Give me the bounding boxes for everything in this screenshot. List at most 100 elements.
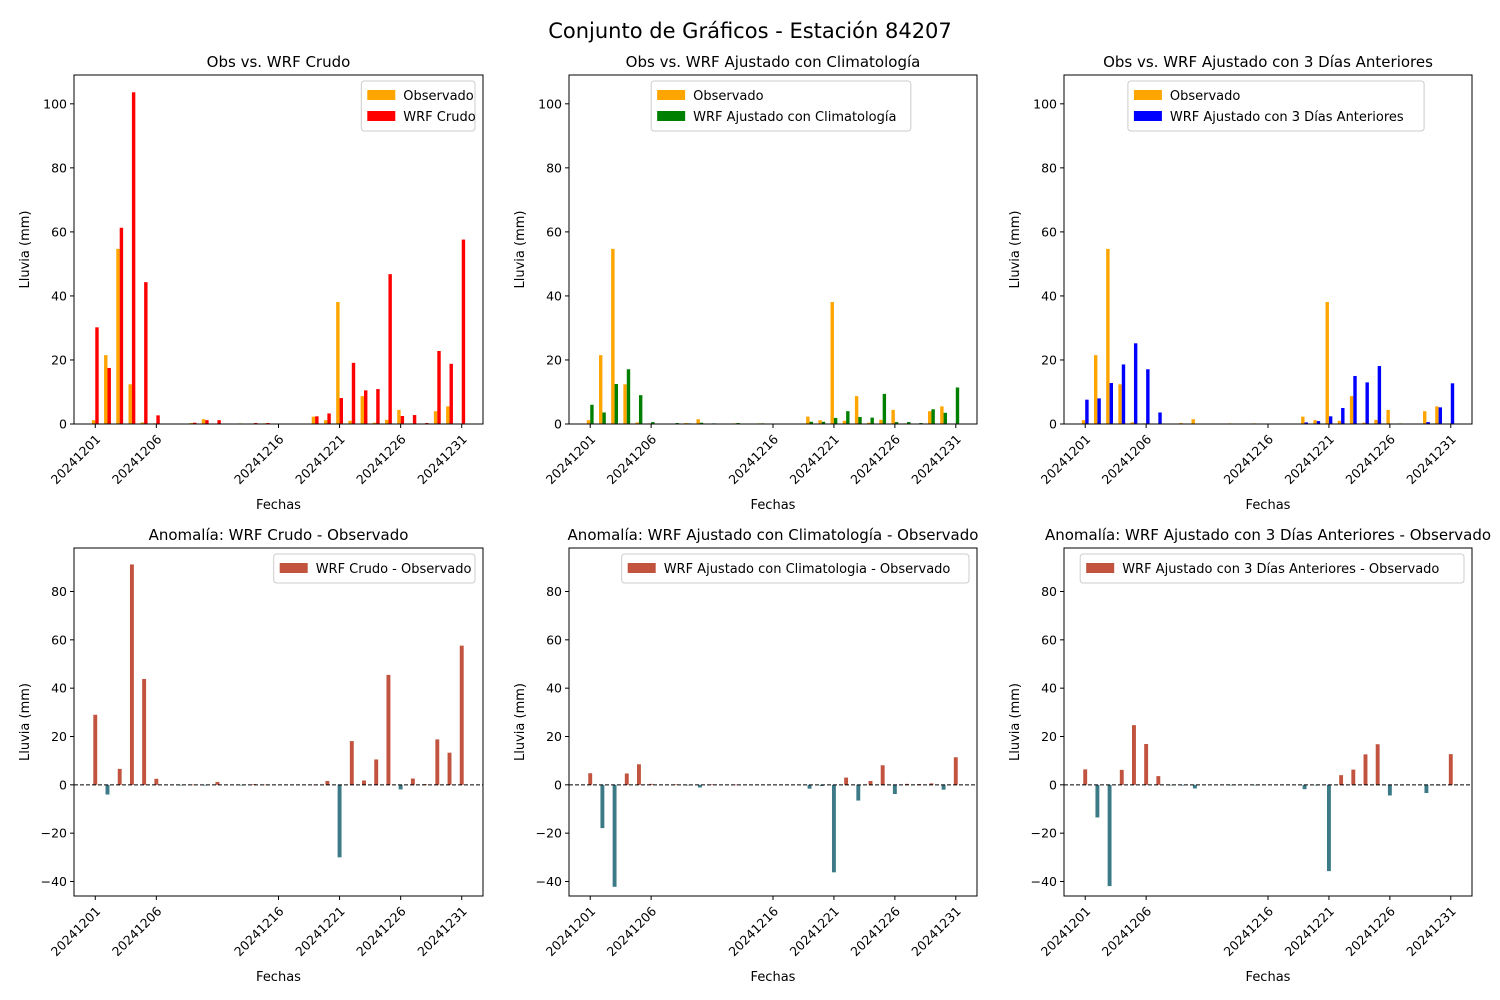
chart-5-ytick-label: 40 (546, 681, 562, 696)
chart-6-legend-swatch (1086, 563, 1115, 573)
chart-5-xtick-label: 20241231 (908, 904, 964, 960)
chart-2-legend-label: WRF Ajustado con Climatología (693, 110, 896, 125)
chart-6-anomaly-bar (1302, 784, 1307, 790)
chart-4-xtick-label: 20241201 (48, 904, 104, 960)
chart-4-anomaly-bar (447, 752, 452, 785)
chart-1-ytick-label: 0 (59, 417, 67, 432)
chart-3-legend-label: WRF Ajustado con 3 Días Anteriores (1170, 110, 1404, 125)
chart-3-axes-frame (1063, 74, 1473, 425)
chart-1-ytick-label: 40 (51, 288, 67, 303)
chart-6-xtick-label: 20241206 (1099, 903, 1155, 959)
chart-3-bar-model (1133, 343, 1138, 424)
chart-6-anomaly-bar (1448, 754, 1453, 785)
chart-4-anomaly-bar (337, 784, 342, 858)
chart-3-bar-model (1158, 412, 1162, 424)
chart-2-ylabel: Lluvia (mm) (513, 211, 528, 289)
chart-4-ytick-label: −40 (41, 874, 67, 889)
chart-2-ytick-label: 0 (554, 417, 562, 432)
chart-5-anomaly-bar (868, 780, 873, 785)
chart-3-bar-observed (1093, 355, 1098, 424)
chart-4-xtick-label: 20241216 (231, 903, 287, 959)
chart-2-bar-model (651, 422, 655, 424)
chart-2-legend-swatch (657, 111, 686, 121)
chart-4-anomaly-bar (374, 759, 379, 785)
chart-6-anomaly-bar (1192, 784, 1197, 789)
chart-3-bar-observed (1337, 420, 1342, 424)
chart-2-bar-observed (623, 384, 627, 424)
chart-4-xtick-label: 20241226 (353, 903, 409, 959)
chart-3-bar-observed (1301, 416, 1305, 424)
chart-6-anomaly-bar (1387, 784, 1392, 796)
chart-4-axes-frame (73, 547, 484, 897)
chart-5-anomaly-bar (844, 777, 849, 785)
chart-6-anomaly-bar (1132, 725, 1136, 785)
chart-3-bar-observed (1423, 411, 1427, 424)
chart-5-anomaly-bar (710, 784, 715, 785)
chart-6-ytick-label: 20 (1041, 729, 1057, 744)
figure-title: Conjunto de Gráficos - Estación 84207 (548, 19, 952, 43)
chart-1-legend-label: Observado (403, 89, 474, 104)
chart-6-xlabel: Fechas (1246, 970, 1291, 985)
chart-5-legend-label: WRF Ajustado con Climatologia - Observad… (664, 562, 951, 577)
chart-6-anomaly-bar (1095, 784, 1100, 818)
chart-3-bar-model (1438, 407, 1443, 424)
chart-2-axes-frame (568, 74, 978, 425)
chart-5-ytick-label: −20 (536, 826, 562, 841)
chart-1-bar-observed (311, 416, 316, 424)
chart-5-ytick-label: 80 (546, 584, 562, 599)
chart-2-bar-observed (806, 416, 810, 424)
chart-3-bar-model (1085, 399, 1089, 424)
chart-2-ytick-label: 40 (546, 288, 562, 303)
chart-4-ytick-label: 20 (51, 729, 67, 744)
chart-1-xtick-label: 20241201 (48, 432, 104, 488)
chart-1-bar-model (400, 415, 405, 424)
chart-5-xtick-label: 20241216 (726, 903, 782, 959)
chart-3-bar-model (1341, 407, 1345, 424)
chart-4-anomaly-bar (105, 784, 110, 795)
chart-1-bar-observed (201, 419, 206, 424)
chart-1-bar-model (449, 363, 453, 424)
chart-6-anomaly-bar (1326, 784, 1331, 872)
chart-4-anomaly-bar (178, 784, 183, 786)
chart-5-legend-swatch (627, 563, 656, 573)
chart-1-bar-observed (397, 409, 401, 424)
chart-6-anomaly-bar (1363, 754, 1368, 785)
chart-5-xtick-label: 20241226 (847, 903, 903, 959)
chart-4-anomaly-bar (129, 564, 134, 785)
chart-3-xtick-label: 20241221 (1281, 432, 1337, 488)
chart-1-bar-observed (104, 355, 108, 424)
chart-3-bar-model (1450, 383, 1455, 424)
chart-2-bar-model (894, 422, 899, 424)
chart-6-xtick-label: 20241231 (1403, 904, 1459, 960)
chart-3-xtick-label: 20241231 (1403, 432, 1459, 488)
chart-1-legend-swatch (367, 90, 396, 100)
chart-1-bar-observed (433, 411, 438, 424)
chart-1-bar-model (156, 415, 160, 424)
chart-6-ytick-label: −20 (1031, 826, 1057, 841)
chart-2-bar-observed (940, 406, 944, 424)
chart-3-ytick-label: 40 (1041, 288, 1057, 303)
chart-6-xtick-label: 20241226 (1342, 903, 1398, 959)
chart-4-anomaly-bar (325, 780, 330, 785)
chart-3-title: Obs vs. WRF Ajustado con 3 Días Anterior… (1103, 53, 1433, 71)
chart-2-ytick-label: 100 (538, 96, 562, 111)
chart-5-ytick-label: 0 (554, 777, 562, 792)
chart-5-xtick-label: 20241201 (543, 904, 599, 960)
chart-6-ytick-label: −40 (1031, 874, 1057, 889)
chart-4-legend-swatch (279, 563, 308, 573)
chart-3-bar-observed (1362, 422, 1366, 424)
chart-5-anomaly-bar (953, 757, 958, 785)
chart-3-bar-observed (1081, 420, 1086, 424)
chart-3-bar-model (1426, 422, 1430, 424)
chart-6-ytick-label: 80 (1041, 584, 1057, 599)
chart-2-bar-model (638, 395, 643, 424)
chart-6-anomaly-bar (1083, 769, 1088, 785)
chart-3-bar-observed (1118, 384, 1122, 424)
chart-6-anomaly-bar (1424, 784, 1429, 794)
chart-4-ytick-label: 0 (59, 777, 67, 792)
chart-2-bar-observed (635, 422, 639, 424)
chart-6-xtick-label: 20241216 (1221, 903, 1277, 959)
chart-6-ytick-label: 60 (1041, 632, 1057, 647)
chart-5-anomaly-bar (685, 784, 690, 786)
chart-6-xtick-label: 20241201 (1038, 904, 1094, 960)
